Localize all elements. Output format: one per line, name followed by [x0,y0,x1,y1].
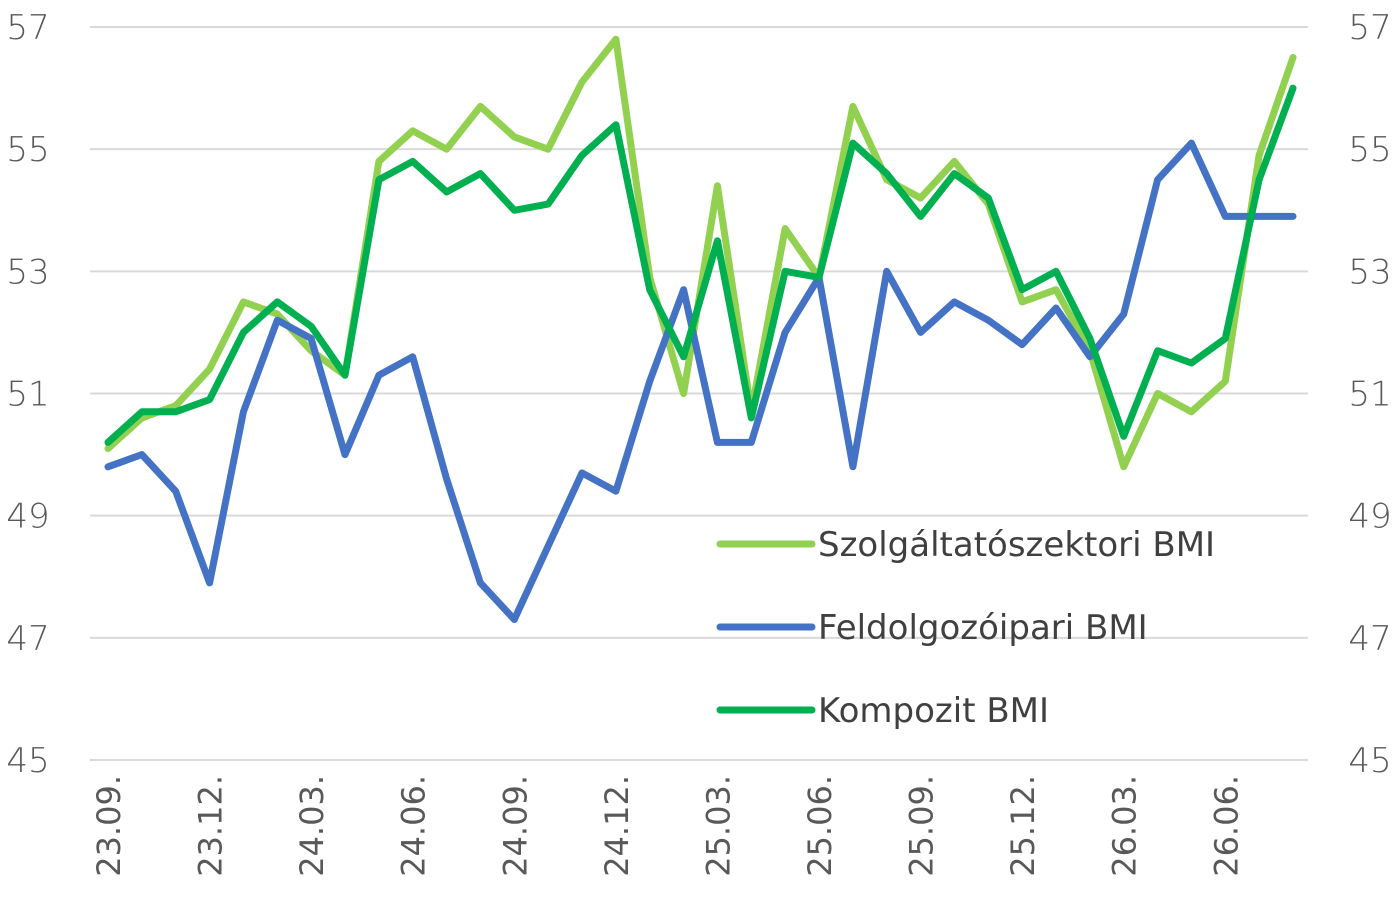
x-tick-label: 23.09. [90,775,128,877]
legend-label: Szolgáltatószektori BMI [818,525,1215,565]
y-axis-right: 45 47 49 51 53 55 57 [1348,8,1391,781]
legend-label: Feldolgozóipari BMI [818,608,1148,648]
y-tick-label-left: 51 [6,375,49,415]
gridlines [90,26,1308,761]
y-tick-label-left: 53 [6,252,49,292]
x-tick-label: 24.06. [395,775,433,877]
y-tick-label-right: 45 [1348,741,1391,781]
y-tick-label-right: 51 [1348,375,1391,415]
plot-area [104,35,1297,623]
x-tick-label: 26.03. [1106,775,1144,877]
y-tick-label-right: 57 [1348,8,1391,48]
y-tick-label-right: 47 [1348,619,1391,659]
y-tick-label-left: 55 [6,130,49,170]
x-tick-label: 26.06. [1207,775,1245,877]
series-line [104,84,1297,446]
x-axis: 23.09. 23.12. 24.03. 24.06. 24.09. 24.12. 25.0… [90,775,1245,877]
legend: Szolgáltatószektori BMI Feldolgozóipari B… [716,525,1215,731]
x-tick-label: 25.09. [903,775,941,877]
x-tick-label: 24.12. [598,775,636,877]
y-tick-label-right: 55 [1348,130,1391,170]
x-tick-label: 25.12. [1004,775,1042,877]
y-tick-label-right: 49 [1348,497,1391,537]
y-tick-label-left: 45 [6,741,49,781]
y-tick-label-left: 57 [6,8,49,48]
x-tick-label: 24.03. [293,775,331,877]
y-tick-label-right: 53 [1348,252,1391,292]
x-tick-label: 25.03. [699,775,737,877]
x-tick-label: 23.12. [192,775,230,877]
legend-label: Kompozit BMI [818,691,1049,731]
y-tick-label-left: 49 [6,497,49,537]
y-axis-left: 45 47 49 51 53 55 57 [6,8,49,781]
x-tick-label: 25.06. [801,775,839,877]
x-tick-label: 24.09. [496,775,534,877]
y-tick-label-left: 47 [6,619,49,659]
